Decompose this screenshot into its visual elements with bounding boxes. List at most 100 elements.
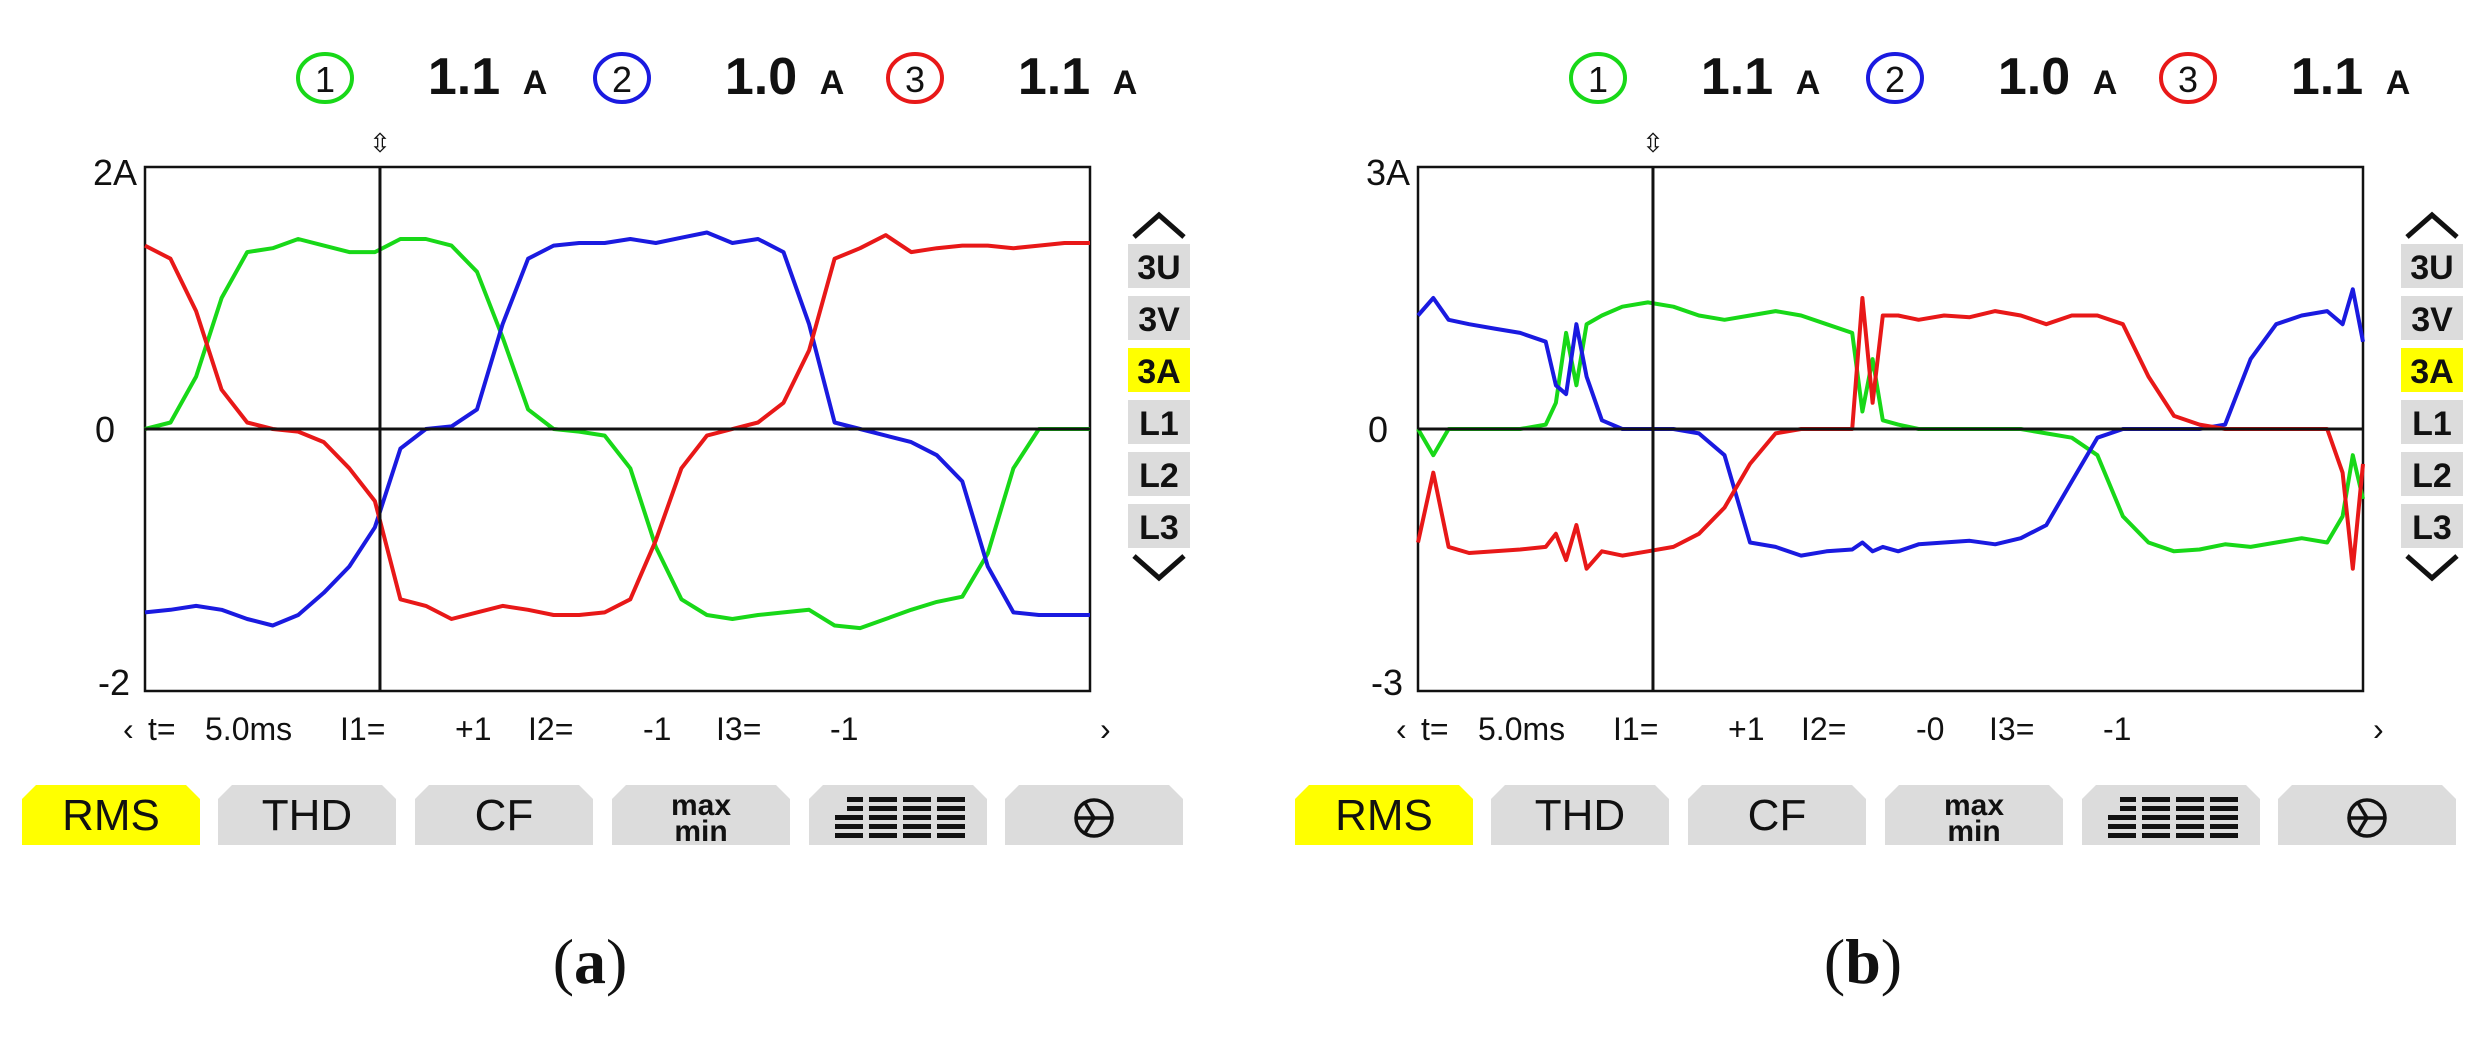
svg-text:max: max bbox=[1944, 789, 2004, 822]
svg-text:THD: THD bbox=[262, 791, 352, 840]
y-label-bottom: -3 bbox=[1371, 662, 1403, 703]
status-left-arrow[interactable]: ‹ bbox=[123, 711, 134, 747]
side-button-3u[interactable]: 3U bbox=[1128, 244, 1190, 288]
phase-value: 1.0 bbox=[725, 48, 797, 106]
phase-readout-2: 2 1.0 A bbox=[593, 48, 845, 106]
side-button-3u[interactable]: 3U bbox=[2401, 244, 2463, 288]
phase-2-circle-icon bbox=[593, 52, 651, 104]
y-label-zero: 0 bbox=[95, 409, 115, 450]
phase-number: 2 bbox=[1885, 59, 1905, 100]
series-phase-1-line bbox=[1416, 300, 2365, 554]
scroll-down-chevron-icon[interactable] bbox=[1132, 554, 1186, 582]
softkey-cf[interactable]: CF bbox=[415, 785, 593, 845]
softkey-vector-icon[interactable] bbox=[2278, 785, 2456, 845]
softkey-rms[interactable]: RMS bbox=[1295, 785, 1473, 845]
status-i3-value: -1 bbox=[830, 711, 858, 747]
svg-text:L2: L2 bbox=[2412, 457, 2452, 495]
softkey-rms[interactable]: RMS bbox=[22, 785, 200, 845]
status-i1-label: I1= bbox=[340, 711, 385, 747]
phase-number: 1 bbox=[315, 59, 335, 100]
phase-1-circle-icon bbox=[1569, 52, 1627, 104]
phase-readout-3: 3 1.1 A bbox=[2159, 48, 2411, 106]
softkey-cf[interactable]: CF bbox=[1688, 785, 1866, 845]
phase-readout-2: 2 1.0 A bbox=[1866, 48, 2118, 106]
status-t-label: t= bbox=[148, 711, 176, 747]
phase-value: 1.0 bbox=[1998, 48, 2070, 106]
svg-text:RMS: RMS bbox=[62, 791, 160, 840]
status-left-arrow[interactable]: ‹ bbox=[1396, 711, 1407, 747]
svg-text:max: max bbox=[671, 789, 731, 822]
softkey-thd[interactable]: THD bbox=[218, 785, 396, 845]
side-button-3v[interactable]: 3V bbox=[1128, 296, 1190, 340]
cursor-marker-icon[interactable]: ⇳ bbox=[1642, 128, 1664, 158]
phase-value: 1.1 bbox=[1018, 48, 1090, 106]
side-button-l3[interactable]: L3 bbox=[2401, 504, 2463, 548]
phase-value: 1.1 bbox=[2291, 48, 2363, 106]
side-button-l1[interactable]: L1 bbox=[1128, 400, 1190, 444]
phase-unit: A bbox=[820, 64, 845, 102]
svg-text:min: min bbox=[1947, 815, 2000, 848]
status-i1-label: I1= bbox=[1613, 711, 1658, 747]
scroll-up-chevron-icon[interactable] bbox=[2405, 211, 2459, 239]
status-i3-label: I3= bbox=[716, 711, 761, 747]
svg-text:3U: 3U bbox=[1137, 249, 1180, 287]
side-button-3a[interactable]: 3A bbox=[2401, 348, 2463, 392]
softkey-thd[interactable]: THD bbox=[1491, 785, 1669, 845]
phase-number: 3 bbox=[905, 59, 925, 100]
status-right-arrow[interactable]: › bbox=[1100, 711, 1111, 747]
cursor-marker-icon[interactable]: ⇳ bbox=[369, 128, 391, 158]
y-label-bottom: -2 bbox=[98, 662, 130, 703]
status-i3-value: -1 bbox=[2103, 711, 2131, 747]
svg-text:CF: CF bbox=[475, 791, 534, 840]
status-i3-label: I3= bbox=[1989, 711, 2034, 747]
svg-text:L3: L3 bbox=[1139, 509, 1179, 547]
status-i2-label: I2= bbox=[1801, 711, 1846, 747]
panel-caption-a: (a) bbox=[552, 926, 628, 997]
side-button-3v[interactable]: 3V bbox=[2401, 296, 2463, 340]
status-right-arrow[interactable]: › bbox=[2373, 711, 2384, 747]
svg-text:CF: CF bbox=[1748, 791, 1807, 840]
softkey-vector-icon[interactable] bbox=[1005, 785, 1183, 845]
status-t-value: 5.0ms bbox=[1478, 711, 1565, 747]
phase-unit: A bbox=[2386, 64, 2411, 102]
svg-text:3A: 3A bbox=[2410, 353, 2453, 391]
series-phase-2-line bbox=[144, 230, 1090, 628]
svg-text:THD: THD bbox=[1535, 791, 1625, 840]
side-button-l1[interactable]: L1 bbox=[2401, 400, 2463, 444]
softkey-harmonics-icon[interactable] bbox=[2082, 785, 2260, 845]
y-label-top: 2A bbox=[93, 152, 137, 193]
phase-unit: A bbox=[1113, 64, 1138, 102]
side-button-l2[interactable]: L2 bbox=[2401, 452, 2463, 496]
svg-text:3V: 3V bbox=[2411, 301, 2453, 339]
status-i2-value: -0 bbox=[1916, 711, 1944, 747]
svg-text:RMS: RMS bbox=[1335, 791, 1433, 840]
svg-text:min: min bbox=[674, 815, 727, 848]
phase-unit: A bbox=[2093, 64, 2118, 102]
svg-text:3V: 3V bbox=[1138, 301, 1180, 339]
svg-text:L2: L2 bbox=[1139, 457, 1179, 495]
scope-screen-b: 1 1.1 A 2 1.0 A 3 1.1 A ⇳ 3A 0 -3 3U 3V 3A L1 L2 L3 ‹ t= 5.0m… bbox=[1295, 48, 2463, 848]
svg-text:3U: 3U bbox=[2410, 249, 2453, 287]
scroll-down-chevron-icon[interactable] bbox=[2405, 554, 2459, 582]
phase-number: 2 bbox=[612, 59, 632, 100]
side-button-3a[interactable]: 3A bbox=[1128, 348, 1190, 392]
softkey-harmonics-icon[interactable] bbox=[809, 785, 987, 845]
y-label-top: 3A bbox=[1366, 152, 1410, 193]
svg-text:L3: L3 bbox=[2412, 509, 2452, 547]
phase-readout-3: 3 1.1 A bbox=[886, 48, 1138, 106]
phase-unit: A bbox=[523, 64, 548, 102]
phase-readout-1: 1 1.1 A bbox=[296, 48, 548, 106]
svg-text:L1: L1 bbox=[1139, 405, 1179, 443]
svg-text:3A: 3A bbox=[1137, 353, 1180, 391]
scroll-up-chevron-icon[interactable] bbox=[1132, 211, 1186, 239]
side-button-l2[interactable]: L2 bbox=[1128, 452, 1190, 496]
panel-a: 1 1.1 A 2 1.0 A 3 1.1 A ⇳ 2A 0 -2 3U 3V 3A L1 L2 L3 ‹ t= 5.0m… bbox=[0, 0, 1242, 1048]
phase-value: 1.1 bbox=[428, 48, 500, 106]
status-i1-value: +1 bbox=[1728, 711, 1764, 747]
phase-number: 1 bbox=[1588, 59, 1608, 100]
phase-1-circle-icon bbox=[296, 52, 354, 104]
status-i1-value: +1 bbox=[455, 711, 491, 747]
side-button-l3[interactable]: L3 bbox=[1128, 504, 1190, 548]
